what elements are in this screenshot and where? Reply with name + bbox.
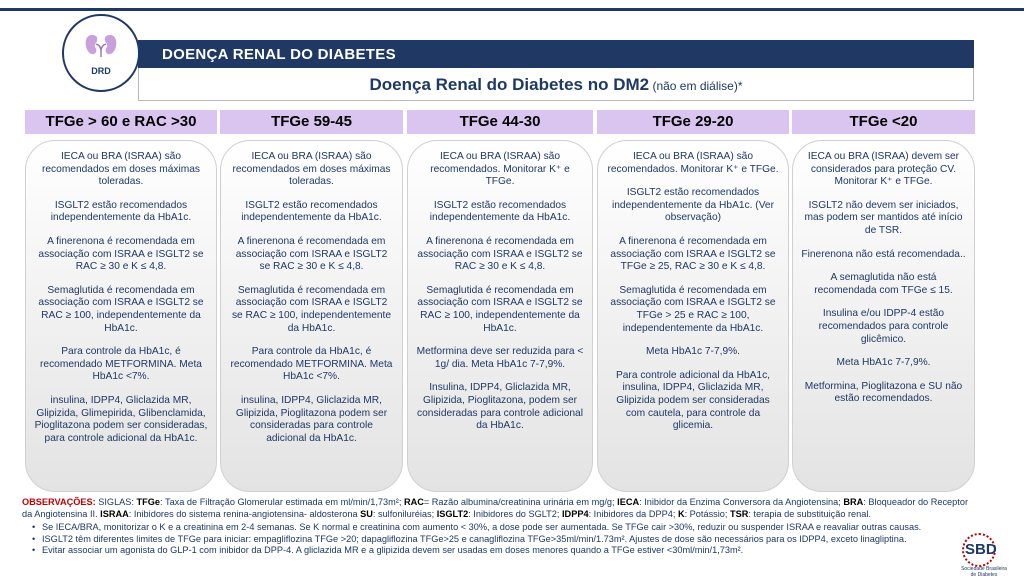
card-paragraph: ISGLT2 estão recomendados independenteme… — [612, 187, 774, 224]
drd-logo: DRD — [62, 14, 140, 92]
observation-bullet: Evitar associar um agonista do GLP-1 com… — [32, 545, 972, 557]
sigla-term: IECA — [617, 497, 640, 507]
column-card-5: IECA ou BRA (ISRAA) devem ser considerad… — [792, 140, 975, 492]
sbd-ring — [962, 533, 996, 567]
page-title: DOENÇA RENAL DO DIABETES — [162, 46, 396, 63]
sigla-term: BRA — [843, 497, 864, 507]
card-paragraph: ISGLT2 estão recomendados independenteme… — [241, 199, 382, 224]
card-paragraph: Finerenona não está recomendada.. — [801, 248, 966, 260]
card-paragraph: Insulina e/ou IDPP-4 estão recomendados … — [818, 308, 949, 345]
card-paragraph: insulina, IDPP4, Gliclazida MR, Glipizid… — [235, 394, 388, 444]
sigla-term: IDPP4 — [562, 508, 589, 519]
sigla-term: K — [677, 508, 685, 519]
sigla-term: ISRAA — [100, 508, 129, 519]
card-paragraph: A finerenona é recomendada em associação… — [417, 235, 583, 273]
sigla-term: ISGLT2 — [436, 508, 469, 519]
card-paragraph: IECA ou BRA (ISRAA) são recomendados em … — [232, 151, 391, 188]
card-paragraph: A finerenona é recomendada em associação… — [235, 235, 388, 273]
sbd-logo-subtext: Sociedade Brasileira de Diabetes — [961, 566, 1007, 578]
sigla-def: : Potássio; — [684, 508, 731, 519]
column-header-5: TFGe <20 — [792, 110, 975, 134]
card-paragraph: Meta HbA1c 7-7,9%. — [836, 357, 931, 369]
column-card-1: IECA ou BRA (ISRAA) são recomendados em … — [25, 140, 217, 492]
card-paragraph: ISGLT2 estão recomendados independenteme… — [50, 199, 192, 224]
column-card-4: IECA ou BRA (ISRAA) são recomendados. Mo… — [597, 140, 789, 492]
column-header-2: TFGe 59-45 — [220, 110, 403, 134]
sigla-def: : Inibidores do sistema renina-angiotens… — [128, 508, 361, 519]
sbd-logo: SBD Sociedade Brasileira de Diabetes — [960, 533, 1008, 578]
card-paragraph: Meta HbA1c 7-7,9%. — [646, 346, 740, 358]
card-paragraph: Semaglutida é recomendada em associação … — [231, 284, 392, 334]
sbd-logo-text: SBD — [965, 541, 997, 558]
card-paragraph: IECA ou BRA (ISRAA) são recomendados. Mo… — [430, 151, 570, 188]
observations-panel: OBSERVAÇÕES: SIGLAS: TFGe: Taxa de Filtr… — [22, 497, 972, 557]
card-paragraph: A finerenona é recomendada em associação… — [610, 235, 776, 273]
sigla-def: : terapia de substituição renal. — [748, 508, 871, 519]
card-paragraph: Metformina, Pioglitazona e SU não estão … — [804, 380, 963, 405]
card-paragraph: Para controle adicional da HbA1c, insuli… — [615, 369, 771, 432]
title-bar: DOENÇA RENAL DO DIABETES — [138, 40, 974, 68]
card-paragraph: A semaglutida não está recomendada com T… — [814, 272, 953, 296]
sigla-def: : Inibidor da Enzima Conversora da Angio… — [639, 497, 844, 507]
siglas-line: OBSERVAÇÕES: SIGLAS: TFGe: Taxa de Filtr… — [22, 497, 972, 520]
card-paragraph: Semaglutida é recomendada em associação … — [38, 284, 204, 334]
subtitle-box: Doença Renal do Diabetes no DM2 (não em … — [138, 68, 974, 101]
sigla-def: : Taxa de Filtração Glomerular estimada … — [160, 497, 404, 507]
column-header-3: TFGe 44-30 — [407, 110, 593, 134]
sigla-term: TSR — [730, 508, 749, 519]
card-paragraph: insulina, IDPP4, Gliclazida MR, Glipizid… — [34, 394, 208, 444]
sigla-def: : Inibidores do SGLT2; — [468, 508, 562, 519]
card-paragraph: IECA ou BRA (ISRAA) são recomendados. Mo… — [607, 151, 779, 175]
sigla-def: : Bloqueador do Receptor da Angiotensina… — [22, 497, 969, 519]
observation-bullet: ISGLT2 têm diferentes limites de TFGe pa… — [32, 534, 972, 546]
observation-bullet: Se IECA/BRA, monitorizar o K e a creatin… — [32, 522, 972, 534]
card-paragraph: IECA ou BRA (ISRAA) devem ser considerad… — [807, 151, 960, 188]
card-paragraph: ISGLT2 estão recomendados independenteme… — [429, 199, 571, 224]
column-header-1: TFGe > 60 e RAC >30 — [25, 110, 217, 134]
observations-list: Se IECA/BRA, monitorizar o K e a creatin… — [22, 522, 972, 557]
siglas-prefix: SIGLAS: — [95, 497, 137, 507]
subtitle-suffix: (não em diálise)* — [649, 79, 743, 93]
top-rule — [0, 8, 1024, 11]
card-paragraph: Para controle da HbA1c, é recomendado ME… — [230, 346, 393, 383]
kidney-icon — [85, 35, 117, 57]
sigla-term: TFGe — [136, 497, 161, 507]
sigla-def: : sulfoniluréias; — [372, 508, 437, 519]
card-paragraph: ISGLT2 não devem ser iniciados, mas pode… — [804, 199, 963, 236]
sigla-def: : Inibidores da DPP4; — [588, 508, 678, 519]
card-paragraph: Semaglutida é recomendada em associação … — [610, 284, 776, 334]
card-paragraph: Insulina, IDPP4, Gliclazida MR, Glipizid… — [417, 382, 583, 432]
sigla-term: RAC — [403, 497, 424, 507]
subtitle-main: Doença Renal do Diabetes no DM2 — [369, 75, 650, 94]
card-paragraph: Metformina deve ser reduzida para < 1g/ … — [416, 346, 584, 370]
card-paragraph: Semaglutida é recomendada em associação … — [417, 284, 583, 334]
logo-text: DRD — [91, 66, 111, 76]
observations-label: OBSERVAÇÕES: — [22, 497, 96, 507]
card-paragraph: A finerenona é recomendada em associação… — [38, 235, 204, 273]
column-card-2: IECA ou BRA (ISRAA) são recomendados em … — [220, 140, 403, 492]
column-card-3: IECA ou BRA (ISRAA) são recomendados. Mo… — [407, 140, 593, 492]
column-header-4: TFGe 29-20 — [597, 110, 789, 134]
sigla-def: = Razão albumina/creatinina urinária em … — [423, 497, 618, 507]
card-paragraph: Para controle da HbA1c, é recomendado ME… — [40, 346, 202, 383]
card-paragraph: IECA ou BRA (ISRAA) são recomendados em … — [42, 151, 200, 188]
sigla-term: SU — [360, 508, 373, 519]
